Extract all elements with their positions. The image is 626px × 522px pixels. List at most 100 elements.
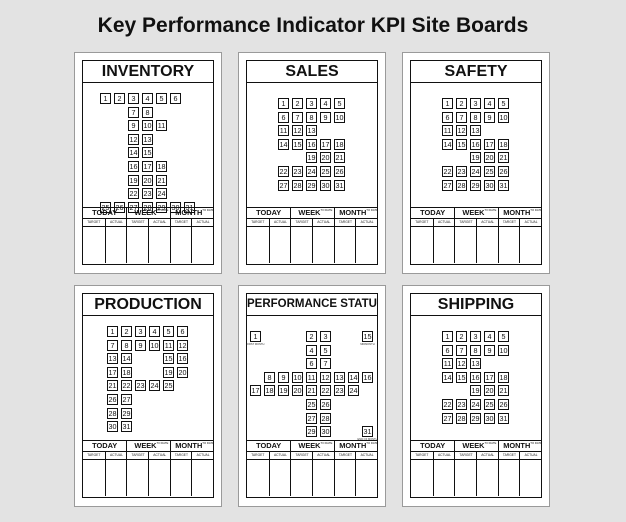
day-cell[interactable]: 1 xyxy=(100,93,111,104)
day-cell[interactable]: 11 xyxy=(278,125,289,137)
day-cell[interactable]: 20 xyxy=(177,366,188,378)
day-cell[interactable]: 12 xyxy=(292,125,303,137)
day-cell[interactable]: 20 xyxy=(292,385,303,397)
day-cell[interactable]: 23 xyxy=(456,166,467,177)
day-cell[interactable]: 14 xyxy=(442,138,453,150)
day-cell[interactable]: 2 xyxy=(114,93,125,104)
day-cell[interactable]: 23 xyxy=(456,399,467,410)
day-cell[interactable]: 15 xyxy=(362,331,373,342)
entry-cell[interactable] xyxy=(432,227,456,263)
day-cell[interactable]: 17 xyxy=(320,138,331,150)
day-cell[interactable]: 8 xyxy=(142,106,153,118)
day-cell[interactable]: 16 xyxy=(470,138,481,150)
day-cell[interactable]: 5 xyxy=(163,326,174,337)
day-cell[interactable]: 23 xyxy=(292,166,303,177)
day-cell[interactable]: 27 xyxy=(306,412,317,424)
day-cell[interactable]: 22 xyxy=(278,166,289,177)
day-cell[interactable]: 1 xyxy=(278,98,289,109)
entry-cell[interactable] xyxy=(475,227,499,263)
day-cell[interactable]: 23 xyxy=(334,385,345,397)
day-cell[interactable]: 11 xyxy=(306,371,317,383)
entry-cell[interactable] xyxy=(333,460,357,496)
day-cell[interactable]: 27 xyxy=(442,412,453,424)
day-cell[interactable]: 2 xyxy=(121,326,132,337)
day-cell[interactable]: 31 xyxy=(498,179,509,191)
day-cell[interactable]: 7 xyxy=(128,106,139,118)
day-cell[interactable]: 2 xyxy=(292,98,303,109)
day-cell[interactable]: 9 xyxy=(128,120,139,132)
day-cell[interactable]: 28 xyxy=(456,179,467,191)
day-cell[interactable]: 18 xyxy=(156,161,167,172)
day-cell[interactable]: 29 xyxy=(306,426,317,438)
day-cell[interactable]: 20 xyxy=(142,174,153,186)
day-cell[interactable]: 2 xyxy=(456,98,467,109)
day-cell[interactable]: 26 xyxy=(320,399,331,410)
entry-cell[interactable] xyxy=(497,460,521,496)
day-cell[interactable]: 24 xyxy=(470,399,481,410)
day-cell[interactable]: 29 xyxy=(306,179,317,191)
entry-cell[interactable] xyxy=(290,460,313,496)
day-cell[interactable]: 14 xyxy=(442,371,453,383)
day-cell[interactable]: 19 xyxy=(163,366,174,378)
day-cell[interactable]: 5 xyxy=(334,98,345,109)
day-cell[interactable]: 10 xyxy=(149,339,160,351)
day-cell[interactable]: 18 xyxy=(498,371,509,383)
day-cell[interactable]: 24 xyxy=(348,385,359,397)
entry-cell[interactable] xyxy=(268,460,292,496)
day-cell[interactable]: 26 xyxy=(334,166,345,177)
day-cell[interactable]: 15 xyxy=(456,138,467,150)
day-cell[interactable]: 21 xyxy=(498,385,509,397)
day-cell[interactable]: 15 xyxy=(456,371,467,383)
day-cell[interactable]: 6 xyxy=(177,326,188,337)
entry-cell[interactable] xyxy=(519,227,542,263)
entry-cell[interactable] xyxy=(247,227,269,263)
entry-cell[interactable] xyxy=(290,227,313,263)
day-cell[interactable]: 22 xyxy=(442,399,453,410)
day-cell[interactable]: 12 xyxy=(320,371,331,383)
day-cell[interactable]: 6 xyxy=(306,358,317,370)
day-cell[interactable]: 31 xyxy=(498,412,509,424)
day-cell[interactable]: 8 xyxy=(306,111,317,123)
day-cell[interactable]: 4 xyxy=(320,98,331,109)
entry-cell[interactable] xyxy=(311,227,335,263)
day-cell[interactable]: 25 xyxy=(484,399,495,410)
day-cell[interactable]: 17 xyxy=(142,161,153,172)
day-cell[interactable]: 7 xyxy=(456,111,467,123)
day-cell[interactable]: 13 xyxy=(470,125,481,137)
day-cell[interactable]: 14 xyxy=(348,371,359,383)
day-cell[interactable]: 1 xyxy=(107,326,118,337)
day-cell[interactable]: 4 xyxy=(484,331,495,342)
day-cell[interactable]: 9 xyxy=(484,111,495,123)
day-cell[interactable]: 21 xyxy=(156,174,167,186)
day-cell[interactable]: 28 xyxy=(320,412,331,424)
day-cell[interactable]: 22 xyxy=(442,166,453,177)
day-cell[interactable]: 30 xyxy=(107,421,118,433)
day-cell[interactable]: 6 xyxy=(170,93,181,104)
day-cell[interactable]: 29 xyxy=(470,179,481,191)
day-cell[interactable]: 31 xyxy=(362,426,373,438)
day-cell[interactable]: 1 xyxy=(442,98,453,109)
day-cell[interactable]: 10 xyxy=(498,111,509,123)
day-cell[interactable]: 22 xyxy=(320,385,331,397)
day-cell[interactable]: 25 xyxy=(320,166,331,177)
day-cell[interactable]: 16 xyxy=(362,371,373,383)
entry-cell[interactable] xyxy=(191,460,214,496)
entry-cell[interactable] xyxy=(169,460,193,496)
day-cell[interactable]: 8 xyxy=(264,371,275,383)
day-cell[interactable]: 13 xyxy=(334,371,345,383)
day-cell[interactable]: 5 xyxy=(498,331,509,342)
day-cell[interactable]: 12 xyxy=(177,339,188,351)
day-cell[interactable]: 21 xyxy=(107,380,118,392)
day-cell[interactable]: 19 xyxy=(470,385,481,397)
day-cell[interactable]: 12 xyxy=(456,358,467,370)
day-cell[interactable]: 26 xyxy=(498,166,509,177)
day-cell[interactable]: 6 xyxy=(442,344,453,356)
day-cell[interactable]: 12 xyxy=(128,133,139,145)
day-cell[interactable]: 9 xyxy=(484,344,495,356)
day-cell[interactable]: 2 xyxy=(306,331,317,342)
day-cell[interactable]: 30 xyxy=(484,412,495,424)
day-cell[interactable]: 21 xyxy=(498,152,509,164)
day-cell[interactable]: 13 xyxy=(142,133,153,145)
entry-cell[interactable] xyxy=(83,227,105,263)
day-cell[interactable]: 14 xyxy=(121,353,132,365)
